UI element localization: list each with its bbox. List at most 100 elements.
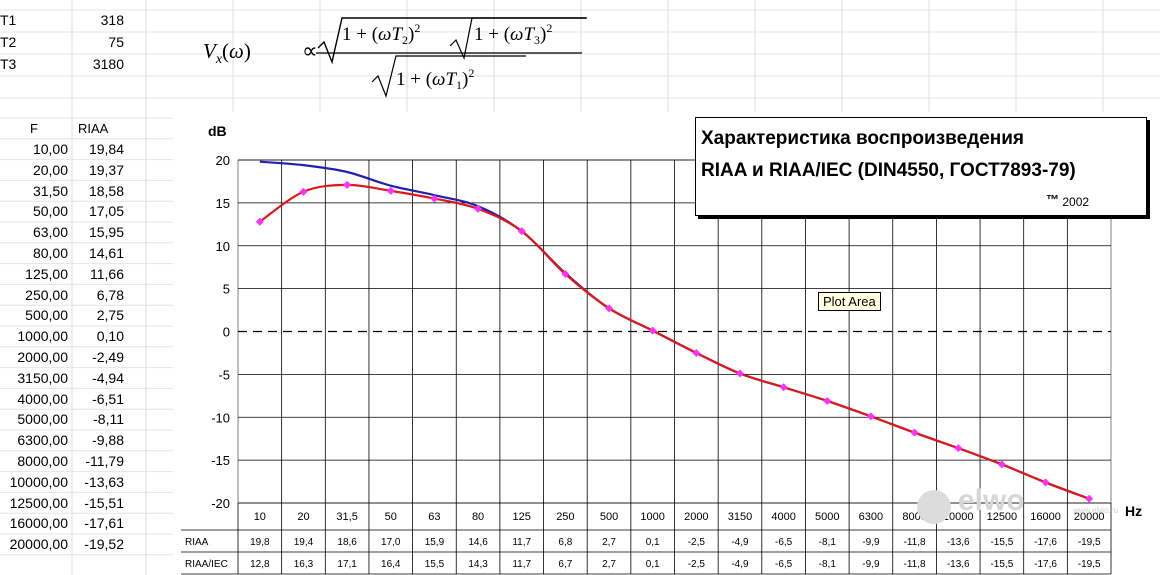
data-table-cell: 11,7 xyxy=(512,559,531,570)
riaa-cell: -9,88 xyxy=(92,432,124,449)
table-row: 10,00 19,84 xyxy=(0,139,146,160)
param-row: T3 3180 xyxy=(0,54,146,76)
data-table-cell: 14,3 xyxy=(468,559,488,570)
data-table-cell: -9,9 xyxy=(862,537,880,548)
data-table-cell: 0,1 xyxy=(646,537,660,548)
data-table-cell: -15,5 xyxy=(990,537,1013,548)
param-row: T1 318 xyxy=(0,10,146,32)
data-table-series-name: RIAA/IEC xyxy=(185,559,228,570)
table-row: 20000,00 -19,52 xyxy=(0,534,146,555)
data-table-cell: -15,5 xyxy=(990,559,1013,570)
riaa-cell: -6,51 xyxy=(92,390,124,407)
data-table-cell: -6,5 xyxy=(775,537,793,548)
data-point-marker xyxy=(997,460,1006,469)
data-table-cell: 15,5 xyxy=(425,559,445,570)
y-tick-label: 5 xyxy=(223,282,230,297)
data-table-cell: -11,8 xyxy=(904,559,926,570)
frequency-cell: 20000,00 xyxy=(9,536,68,553)
x-tick-label: 20000 xyxy=(1074,511,1105,523)
x-tick-label: 4000 xyxy=(771,511,795,523)
x-axis-label: Hz xyxy=(1125,503,1142,519)
data-table-cell: 14,6 xyxy=(468,537,488,548)
formula-proportional: ∝ xyxy=(302,38,318,63)
trademark-year: ™ 2002 xyxy=(1046,192,1089,209)
frequency-cell: 3150,00 xyxy=(17,369,68,386)
riaa-data-table: F RIAA 10,00 19,84 20,00 19,37 31,50 18,58 50,… xyxy=(0,118,146,555)
x-tick-label: 125 xyxy=(513,511,531,523)
parameters-block: T1 318 T2 75 T3 3180 xyxy=(0,10,146,76)
x-tick-label: 500 xyxy=(600,511,618,523)
riaa-cell: -13,63 xyxy=(84,473,124,490)
header-frequency: F xyxy=(30,121,38,136)
data-table-cell: 18,6 xyxy=(337,537,357,548)
x-tick-label: 16000 xyxy=(1030,511,1061,523)
svg-text:1 + (ωT3)2: 1 + (ωT3)2 xyxy=(474,21,552,47)
x-tick-label: 50 xyxy=(385,511,397,523)
data-table-cell: -13,6 xyxy=(947,559,970,570)
data-table-cell: 16,4 xyxy=(381,559,401,570)
transfer-function-formula: Vx(ω) ∝ 1 + (ωT2)2 1 + (ωT3)2 1 + (ωT1)2 xyxy=(203,17,587,98)
riaa-cell: 18,58 xyxy=(88,182,124,199)
y-tick-label: 15 xyxy=(216,196,230,211)
data-point-marker xyxy=(343,180,352,189)
riaa-cell: -4,94 xyxy=(92,369,124,386)
riaa-cell: -19,52 xyxy=(84,536,124,553)
chart-title-line1: Характеристика воспроизведения xyxy=(701,128,1025,149)
formula-numerator: 1 + (ωT2)2 xyxy=(342,21,420,47)
param-row: T2 75 xyxy=(0,32,146,54)
riaa-cell: -2,49 xyxy=(92,348,124,365)
frequency-cell: 10000,00 xyxy=(9,473,68,490)
frequency-cell: 500,00 xyxy=(25,307,68,324)
data-table-cell: -4,9 xyxy=(731,559,749,570)
x-tick-label: 250 xyxy=(556,511,574,523)
data-table-cell: 16,3 xyxy=(294,559,314,570)
table-row: 8000,00 -11,79 xyxy=(0,451,146,472)
numerator-root-sign xyxy=(317,17,586,65)
frequency-cell: 31,50 xyxy=(32,182,68,199)
table-row: 63,00 15,95 xyxy=(0,222,146,243)
data-point-marker xyxy=(866,412,875,421)
data-table-cell: -2,5 xyxy=(688,537,706,548)
riaa-cell: 15,95 xyxy=(88,224,124,241)
year-label: 2002 xyxy=(1062,195,1090,209)
chart-area[interactable]: 20 15 10 5 0 -5 -10 -15 -20 dB Hz 10 20 31,5 50 63 80 125… xyxy=(173,112,1160,575)
table-row: 31,50 18,58 xyxy=(0,181,146,202)
table-row: 10000,00 -13,63 xyxy=(0,472,146,493)
riaa-cell: 14,61 xyxy=(88,244,124,261)
riaa-cell: -15,51 xyxy=(84,494,124,511)
y-tick-label: -15 xyxy=(211,453,230,468)
data-table-cell: -19,5 xyxy=(1078,559,1101,570)
x-tick-label: 12500 xyxy=(987,511,1018,523)
riaa-cell: 2,75 xyxy=(96,307,124,324)
table-row: 500,00 2,75 xyxy=(0,305,146,326)
data-point-marker xyxy=(779,383,788,392)
data-point-marker xyxy=(954,444,963,453)
data-point-marker xyxy=(517,227,526,236)
data-point-marker xyxy=(561,270,570,279)
frequency-cell: 1000,00 xyxy=(17,328,68,345)
data-table-cell: 17,1 xyxy=(337,559,357,570)
frequency-cell: 250,00 xyxy=(25,286,68,303)
formula-lhs: Vx(ω) xyxy=(203,39,251,67)
x-tick-label: 5000 xyxy=(815,511,839,523)
data-table-cell: 6,8 xyxy=(558,537,572,548)
data-point-marker xyxy=(255,217,264,226)
table-row: 250,00 6,78 xyxy=(0,285,146,306)
table-row: 5000,00 -8,11 xyxy=(0,409,146,430)
chart-title-box[interactable]: Характеристика воспроизведения RIAA и RI… xyxy=(695,117,1147,216)
riaa-cell: 11,66 xyxy=(90,265,124,282)
x-tick-label: 20 xyxy=(297,511,309,523)
data-table-cell: 2,7 xyxy=(602,559,616,570)
table-row: 6300,00 -9,88 xyxy=(0,430,146,451)
plot-area-tooltip: Plot Area xyxy=(818,292,881,311)
data-table-cell: -8,1 xyxy=(819,537,837,548)
y-tick-label: 20 xyxy=(216,153,230,168)
riaa-cell: -17,61 xyxy=(84,515,124,532)
data-table-cell: -8,1 xyxy=(819,559,837,570)
frequency-cell: 2000,00 xyxy=(17,348,68,365)
frequency-cell: 8000,00 xyxy=(17,452,68,469)
riaa-cell: -8,11 xyxy=(93,411,124,428)
frequency-cell: 5000,00 xyxy=(17,411,68,428)
data-point-marker xyxy=(648,326,657,335)
